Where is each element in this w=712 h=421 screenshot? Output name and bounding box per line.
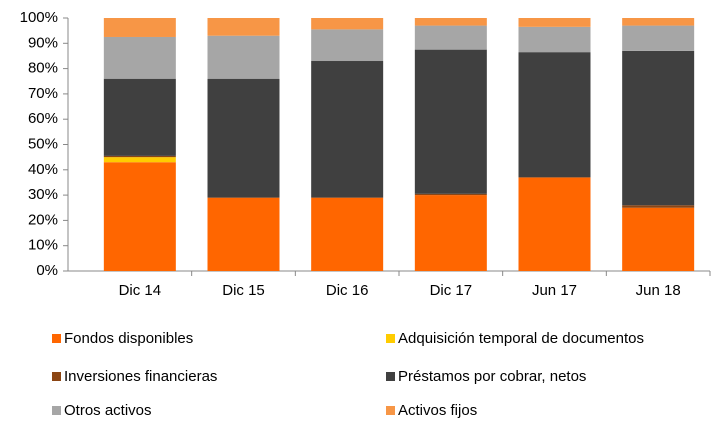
y-tick-label: 30% — [28, 186, 58, 203]
legend-swatch — [386, 372, 395, 381]
bar-segment — [103, 155, 176, 158]
bar-segment — [622, 205, 695, 208]
legend-label: Otros activos — [64, 402, 152, 419]
legend-swatch — [52, 372, 61, 381]
legend-label: Préstamos por cobrar, netos — [398, 368, 586, 385]
bar-segment — [207, 35, 280, 79]
bar-segment — [622, 25, 695, 51]
bar-segment — [622, 50, 695, 206]
legend-label: Inversiones financieras — [64, 368, 217, 385]
x-tick-label: Dic 16 — [326, 282, 369, 299]
bar-segment — [103, 18, 176, 37]
bar-segment — [414, 195, 487, 271]
y-tick-label: 70% — [28, 85, 58, 102]
bar-segment — [518, 18, 591, 27]
legend-swatch — [386, 406, 395, 415]
bar-segment — [207, 18, 280, 36]
y-tick-label: 90% — [28, 34, 58, 51]
bar-segment — [103, 162, 176, 271]
legend-label: Activos fijos — [398, 402, 477, 419]
y-tick-label: 10% — [28, 237, 58, 254]
y-tick-label: 0% — [36, 262, 58, 279]
bar-segment — [518, 177, 591, 271]
legend-label: Fondos disponibles — [64, 330, 193, 347]
bar-segment — [414, 25, 487, 50]
bar-segment — [311, 61, 384, 198]
legend-swatch — [386, 334, 395, 343]
legend-swatch — [52, 334, 61, 343]
bar-segment — [207, 197, 280, 271]
bar-segment — [311, 29, 384, 62]
y-tick-label: 20% — [28, 211, 58, 228]
y-tick-label: 50% — [28, 135, 58, 152]
bar-segment — [414, 18, 487, 26]
bar-segment — [103, 157, 176, 163]
y-tick-label: 40% — [28, 161, 58, 178]
y-tick-label: 60% — [28, 110, 58, 127]
bar-segment — [622, 207, 695, 271]
bar-segment — [414, 193, 487, 196]
legend-label: Adquisición temporal de documentos — [398, 330, 644, 347]
bar-segment — [518, 26, 591, 53]
x-tick-label: Jun 18 — [636, 282, 681, 299]
bar-segment — [414, 49, 487, 194]
x-tick-label: Jun 17 — [532, 282, 577, 299]
bar-segment — [311, 18, 384, 30]
x-tick-label: Dic 17 — [430, 282, 473, 299]
bar-segment — [518, 52, 591, 178]
bar-segment — [103, 36, 176, 79]
y-tick-label: 80% — [28, 60, 58, 77]
bar-segment — [622, 18, 695, 26]
x-tick-label: Dic 15 — [222, 282, 265, 299]
bar-segment — [103, 78, 176, 156]
legend-swatch — [52, 406, 61, 415]
y-tick-label: 100% — [20, 9, 58, 26]
x-tick-label: Dic 14 — [119, 282, 162, 299]
bar-segment — [207, 78, 280, 198]
bar-segment — [311, 197, 384, 271]
